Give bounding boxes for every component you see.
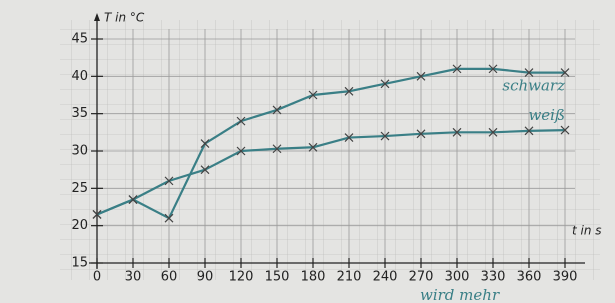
y-tick-label: 15 [71, 256, 88, 271]
y-tick-label: 30 [71, 144, 88, 159]
y-tick-label: 35 [71, 106, 88, 121]
x-tick-label: 150 [265, 270, 290, 285]
x-tick-label: 90 [197, 270, 214, 285]
x-tick-label: 30 [125, 270, 142, 285]
x-tick-label: 390 [553, 270, 578, 285]
x-tick-label: 180 [301, 270, 326, 285]
x-tick-label: 360 [517, 270, 542, 285]
y-tick-label: 25 [71, 181, 88, 196]
x-tick-label: 270 [409, 270, 434, 285]
x-tick-label: 300 [445, 270, 470, 285]
y-axis-label: T in °C [104, 11, 145, 25]
x-tick-label: 240 [373, 270, 398, 285]
series-label: schwarz [502, 77, 565, 95]
x-tick-label: 120 [229, 270, 254, 285]
x-tick-label: 0 [93, 270, 101, 285]
x-tick-label: 210 [337, 270, 362, 285]
chart: T in °C t in s wird mehr 15 20 25 30 35 40 45 0… [0, 0, 615, 303]
y-arrow [94, 13, 100, 21]
x-tick-label: 330 [481, 270, 506, 285]
x-tick-label: 60 [161, 270, 178, 285]
graph-paper [60, 20, 600, 280]
y-tick-label: 40 [71, 69, 88, 84]
note: wird mehr [420, 286, 500, 303]
y-tick-label: 20 [71, 218, 88, 233]
y-tick-label: 45 [71, 32, 88, 47]
series-label: weiß [528, 106, 565, 124]
x-axis-label: t in s [572, 224, 602, 238]
